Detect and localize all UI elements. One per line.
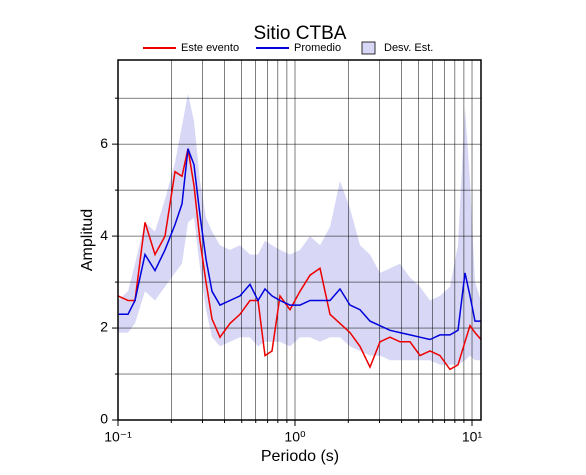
y-tick-label: 4 [100, 227, 108, 243]
series-line [118, 148, 481, 341]
y-tick-label: 6 [100, 135, 108, 151]
y-tick-label: 2 [100, 319, 108, 335]
series-line [117, 148, 482, 371]
x-tick-label: 10⁻¹ [104, 429, 132, 445]
x-axis-label: Periodo (s) [261, 448, 339, 465]
y-axis-label: Amplitud [79, 209, 96, 271]
y-tick-label: 0 [100, 411, 108, 427]
plot-frame [117, 59, 482, 421]
legend-swatch [361, 41, 376, 55]
chart-title: Sitio CTBA [254, 23, 347, 44]
legend-label: Promedio [294, 42, 341, 54]
x-tick-label: 10⁰ [284, 429, 306, 445]
legend-label: Desv. Est. [384, 42, 433, 54]
legend-label: Este evento [181, 42, 239, 54]
x-tick-label: 10¹ [462, 429, 483, 445]
